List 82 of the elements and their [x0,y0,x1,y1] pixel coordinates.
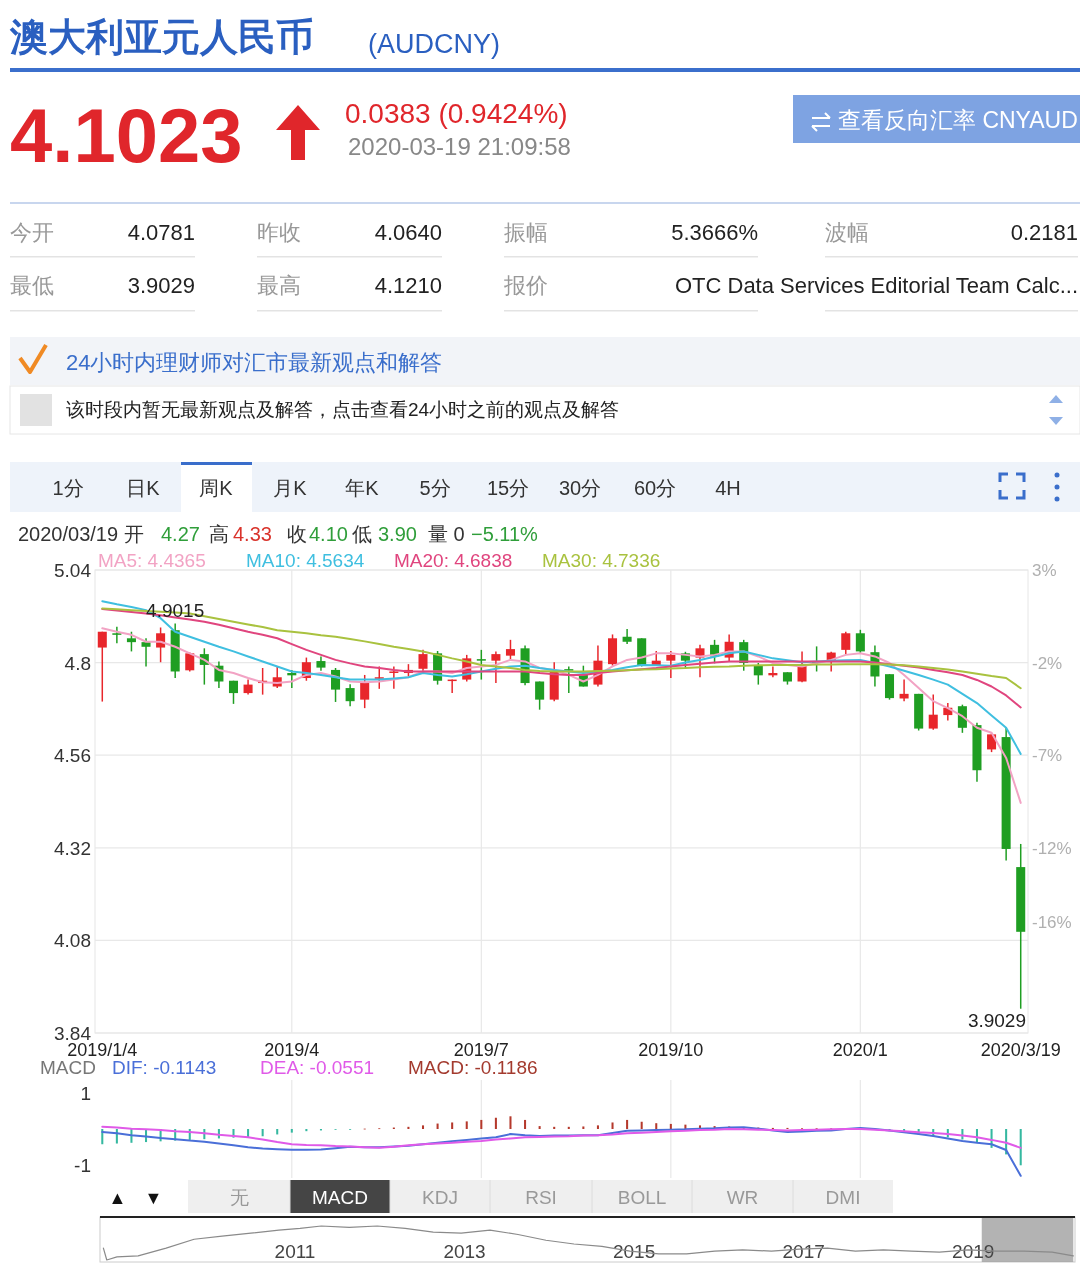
x-tick-label: 2020/1 [832,1040,888,1060]
text: 0.2181 [1010,220,1078,245]
text: 3.9029 [127,273,195,298]
text: 4.33 [233,523,272,545]
text: −5.11% [471,523,539,545]
text: MA10: 4.5634 [246,550,365,571]
text: 2020-03-19 21:09:58 [348,133,571,160]
text: 2020/03/19 开 [18,523,144,545]
y2-tick-label: -2% [1032,653,1063,673]
text: (AUDCNY) [368,29,500,59]
text: 4.10 [309,523,348,545]
text: 低 [352,523,372,545]
text: MA5: 4.4365 [98,550,206,571]
text: 查看反向汇率 CNYAUD [838,107,1078,133]
text: MACD [312,1187,368,1208]
y2-tick-label: -12% [1032,838,1072,858]
text: MACD: -0.1186 [408,1057,538,1078]
text: DEA: -0.0551 [260,1057,375,1078]
text: 15分 [486,477,530,499]
x-tick-label: 2019/4 [264,1040,320,1060]
x-tick-label: 2011 [274,1241,316,1262]
x-tick-label: 2015 [612,1241,656,1262]
text: 高 [209,523,229,545]
text: OTC Data Services Editorial Team Calc... [674,273,1078,298]
text: 波幅 [825,220,869,245]
x-tick-label: 2013 [443,1241,486,1262]
text: 最低 [10,273,54,298]
text: 无 [229,1187,249,1208]
text: DIF: -0.1143 [112,1057,217,1078]
text: 60分 [633,477,677,499]
text: ▼ [144,1188,163,1208]
text: 5分 [419,477,451,499]
y-tick-label: 1 [80,1082,91,1104]
text: 振幅 [504,220,548,245]
x-tick-label: 2019/7 [453,1040,509,1060]
text: MA20: 4.6838 [394,550,513,571]
text: 24小时内理财师对汇市最新观点和解答 [66,350,443,375]
text: 4.1210 [374,273,442,298]
text: MA30: 4.7336 [542,550,661,571]
text: 报价 [503,273,548,298]
y-tick-label: 4.08 [54,930,91,952]
x-tick-label: 2017 [782,1241,825,1262]
text: 4.27 [161,523,200,545]
text: 昨收 [257,220,301,245]
text: 澳大利亚元人民币 [9,16,314,58]
text: 4H [715,477,741,499]
text: 月K [273,477,308,499]
chart-title: MACD [40,1057,96,1078]
y2-tick-label: -7% [1032,746,1063,766]
text: 周K [199,477,234,499]
text: ▲ [108,1188,127,1208]
x-tick-label: 2020/3/19 [980,1040,1061,1060]
text: WR [726,1187,759,1208]
y-tick-label: 5.04 [54,560,92,581]
text: 1分 [52,477,84,499]
text: 收 [287,523,307,545]
text: BOLL [617,1187,667,1208]
text: 日K [126,477,161,499]
text: 5.3666% [671,220,758,245]
text: 4.0640 [374,220,442,245]
text: 4.0781 [127,220,195,245]
text: 0.0383 (0.9424%) [345,98,568,129]
y-tick-label: 4.56 [54,745,91,767]
text: KDJ [422,1187,458,1208]
x-tick-label: 2019/10 [638,1040,704,1060]
text: 4.1023 [10,93,243,178]
text: 该时段内暂无最新观点及解答，点击查看24小时之前的观点及解答 [66,399,620,420]
y2-tick-label: 3% [1032,561,1057,580]
text: 量 0 [428,523,465,545]
y2-tick-label: -16% [1032,912,1072,932]
x-tick-label: 2019 [952,1241,995,1262]
text: 今开 [10,220,54,245]
text: DMI [825,1187,861,1208]
text: 3.90 [378,523,417,545]
y-tick-label: -1 [74,1155,91,1177]
y-tick-label: 4.8 [64,652,91,674]
text: 最高 [257,273,301,298]
y-tick-label: 4.32 [54,837,91,859]
text: 30分 [558,477,602,499]
annotation: 3.9029 [967,1010,1026,1031]
text: 年K [345,477,380,499]
text: RSI [525,1187,557,1208]
